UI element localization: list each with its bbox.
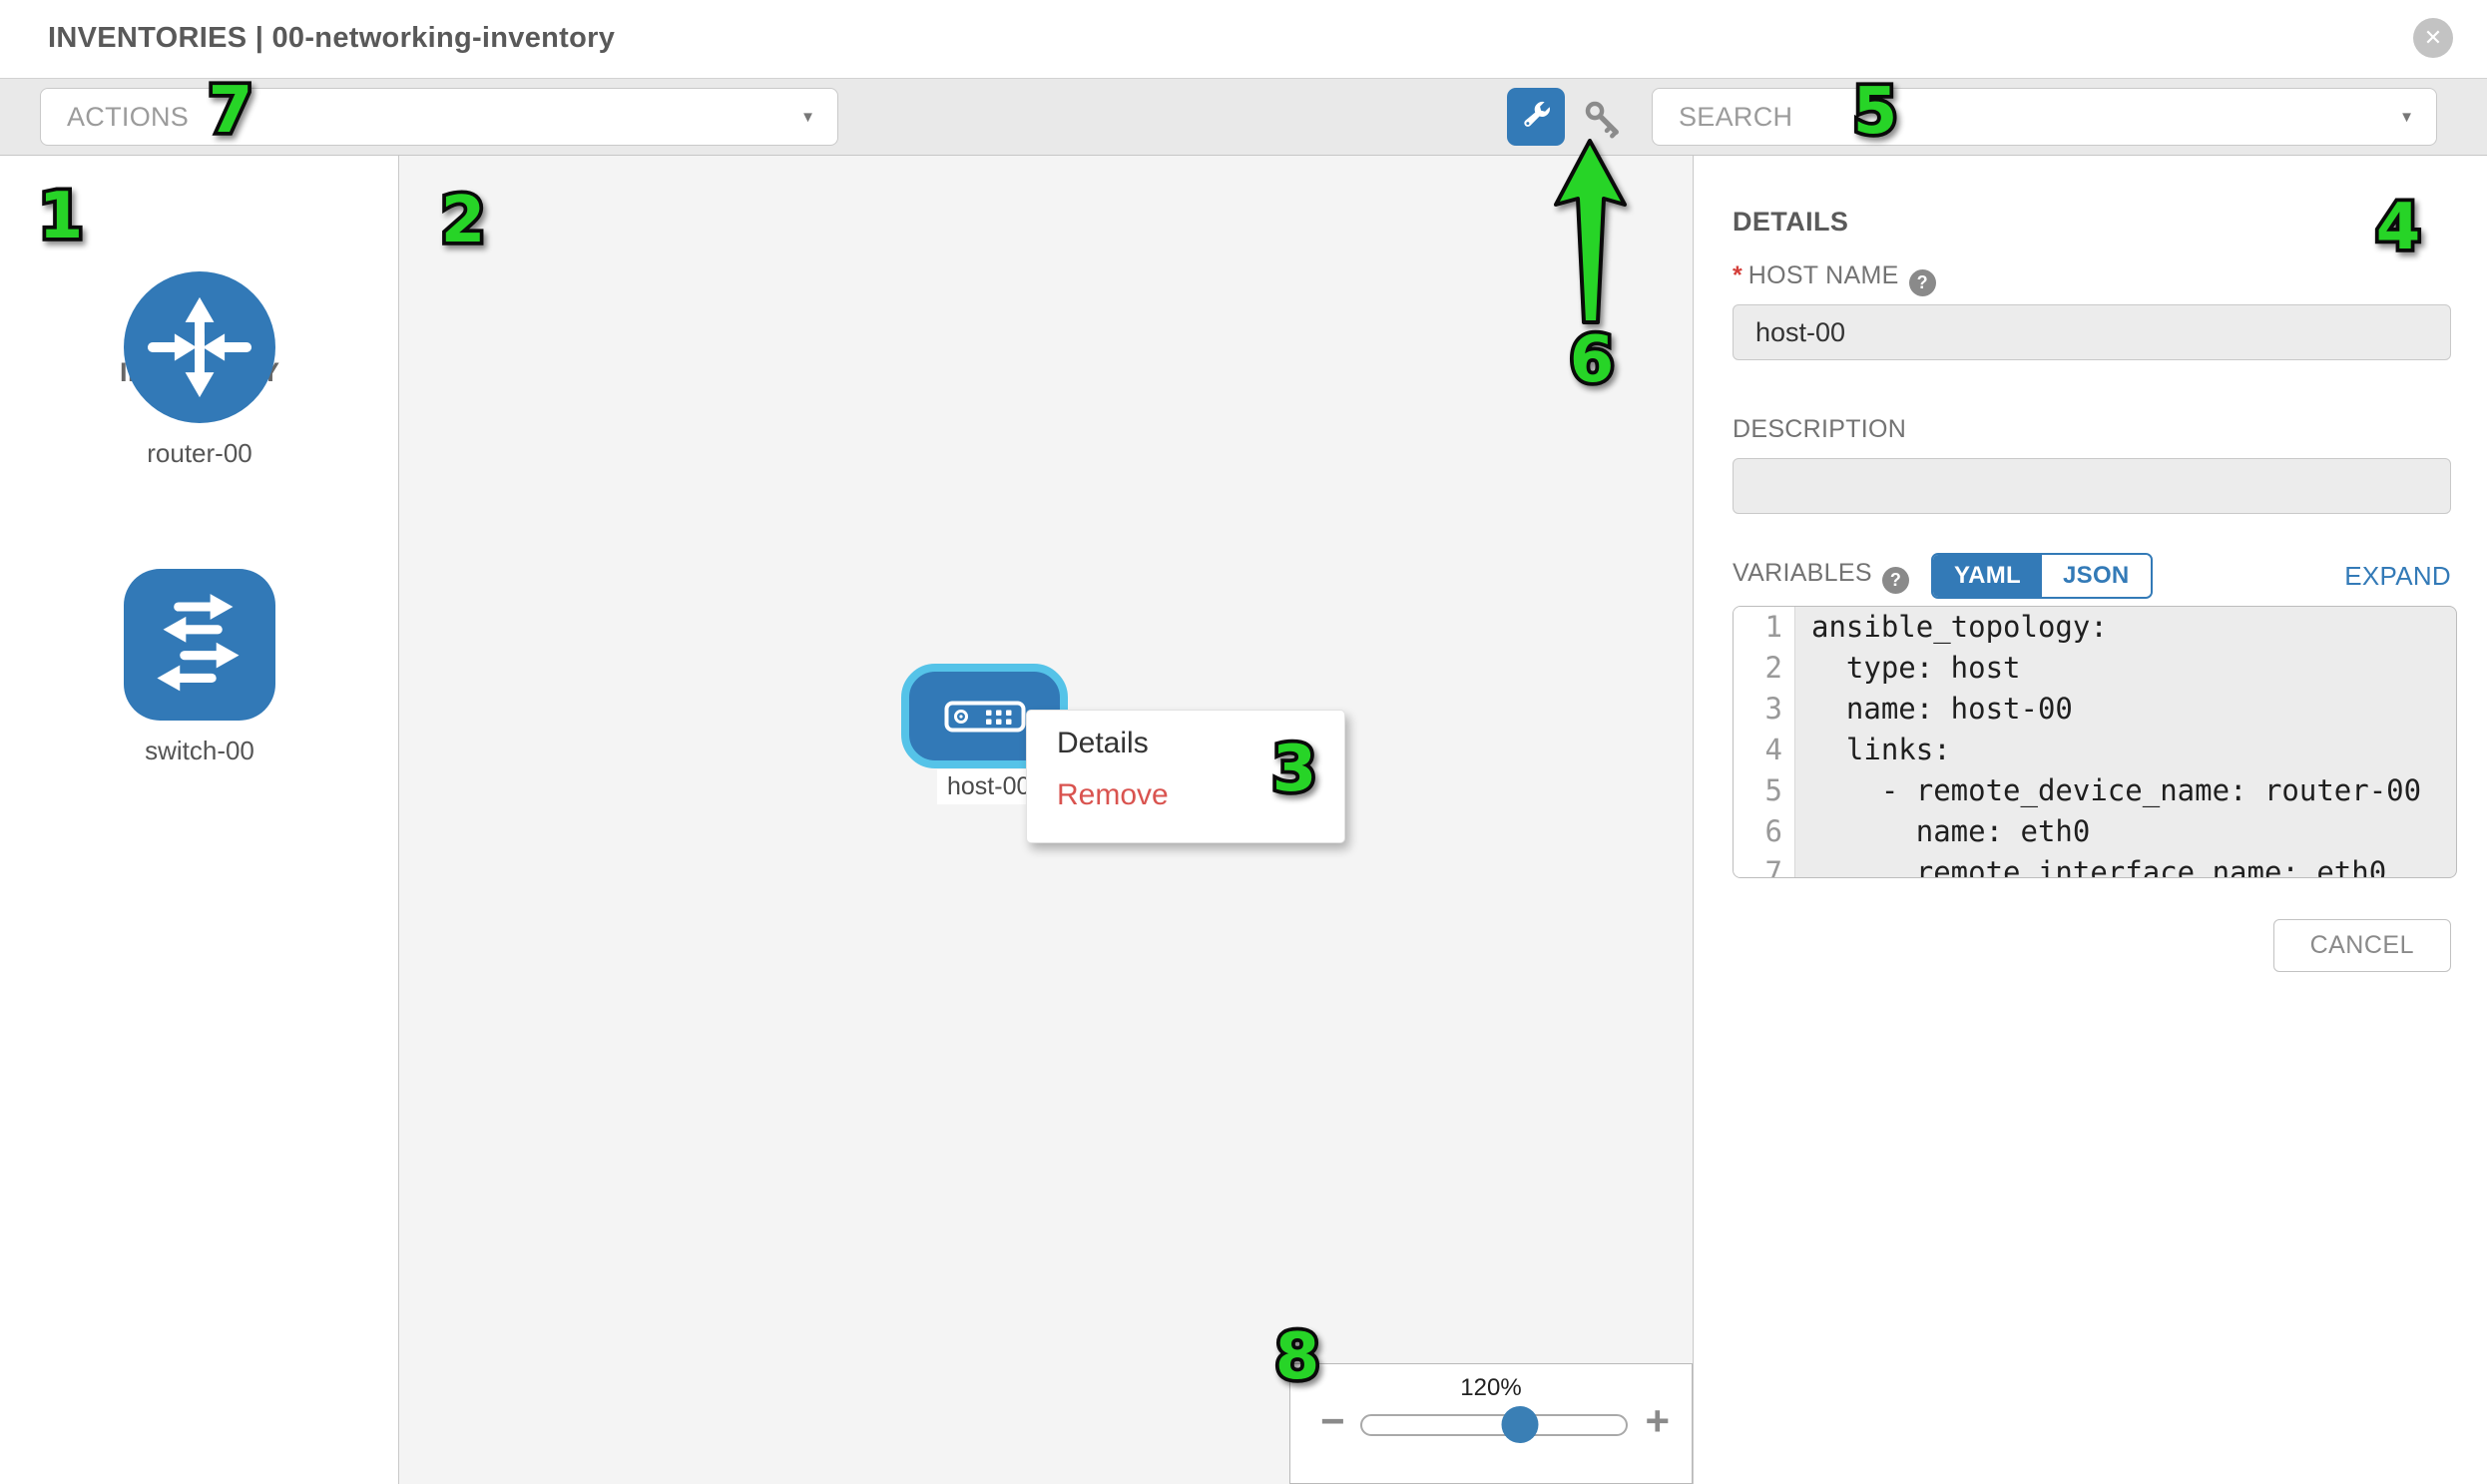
line-number: 2 <box>1734 648 1795 689</box>
router-icon <box>124 271 275 423</box>
code-text: name: host-00 <box>1811 692 2073 726</box>
line-number: 1 <box>1734 607 1795 648</box>
line-number: 4 <box>1734 730 1795 770</box>
zoom-level: 120% <box>1460 1374 1522 1401</box>
format-toggle: YAML JSON <box>1931 553 2153 599</box>
code-text: - remote_device_name: router-00 <box>1811 773 2422 807</box>
tab-yaml[interactable]: YAML <box>1933 555 2042 597</box>
inventory-sidebar: INVENTORY router-00 <box>0 156 399 1484</box>
help-icon[interactable]: ? <box>1881 567 1909 594</box>
context-menu: Details Remove <box>1026 710 1345 843</box>
code-line: 5 - remote_device_name: router-00 <box>1734 770 2456 811</box>
zoom-control: 120% − + <box>1289 1363 1693 1484</box>
sidebar-item-switch[interactable]: switch-00 <box>0 569 399 766</box>
sidebar-item-router[interactable]: router-00 <box>0 271 399 469</box>
code-line: 6 name: eth0 <box>1734 811 2456 852</box>
code-text: links: <box>1811 733 1951 766</box>
code-text: remote_interface_name: eth0 <box>1811 855 2387 878</box>
line-number: 7 <box>1734 852 1795 877</box>
host-name-label: HOST NAME <box>1747 261 1899 289</box>
wrench-icon <box>1524 101 1550 127</box>
zoom-out-button[interactable]: − <box>1320 1397 1345 1444</box>
code-line: 1 ansible_topology: <box>1734 607 2456 648</box>
page-header: INVENTORIES | 00-networking-inventory ✕ <box>0 0 2487 78</box>
chevron-down-icon: ▼ <box>800 108 815 126</box>
code-line: 4 links: <box>1734 730 2456 770</box>
code-text: name: eth0 <box>1811 814 2091 848</box>
switch-icon <box>124 569 275 721</box>
description-label-row: DESCRIPTION <box>1733 415 1906 444</box>
actions-dropdown[interactable]: ACTIONS ▼ <box>40 88 838 146</box>
page-title: INVENTORIES | 00-networking-inventory <box>48 22 616 54</box>
code-line: 7 remote_interface_name: eth0 <box>1734 852 2456 878</box>
node-label: host-00 <box>937 769 1041 804</box>
key-button[interactable] <box>1578 94 1628 144</box>
variables-row: VARIABLES? YAML JSON EXPAND <box>1733 553 2451 605</box>
expand-link[interactable]: EXPAND <box>2344 561 2451 591</box>
variables-editor[interactable]: 1 ansible_topology: 2 type: host 3 name: ho… <box>1733 606 2457 878</box>
search-dropdown[interactable]: SEARCH ▼ <box>1652 88 2437 146</box>
actions-placeholder: ACTIONS <box>67 101 190 132</box>
toolbar: ACTIONS ▼ SEARCH ▼ <box>0 78 2487 156</box>
line-number: 5 <box>1734 770 1795 811</box>
required-asterisk: * <box>1733 261 1742 289</box>
line-number: 3 <box>1734 689 1795 730</box>
configure-button[interactable] <box>1507 88 1565 146</box>
zoom-slider-handle[interactable] <box>1501 1406 1539 1443</box>
variables-label: VARIABLES <box>1733 559 1872 587</box>
details-panel: DETAILS *HOST NAME? DESCRIPTION VARIABLE… <box>1694 156 2487 1484</box>
code-line: 3 name: host-00 <box>1734 689 2456 730</box>
description-input[interactable] <box>1733 458 2451 514</box>
cancel-button[interactable]: CANCEL <box>2272 919 2451 972</box>
device-label: switch-00 <box>145 736 254 765</box>
code-lines: 1 ansible_topology: 2 type: host 3 name: ho… <box>1734 607 2456 878</box>
key-icon <box>1585 101 1619 139</box>
close-icon[interactable]: ✕ <box>2413 18 2453 58</box>
topology-canvas[interactable]: host-00 Details Remove 120% − + <box>399 156 1694 1484</box>
line-number: 6 <box>1734 811 1795 852</box>
search-placeholder: SEARCH <box>1679 101 1793 132</box>
menu-item-remove[interactable]: Remove <box>1057 778 1169 811</box>
zoom-in-button[interactable]: + <box>1645 1397 1670 1444</box>
cancel-row: CANCEL <box>1733 919 2451 972</box>
code-text: type: host <box>1811 651 2021 685</box>
host-icon <box>944 701 1025 732</box>
device-label: router-00 <box>147 438 252 468</box>
host-name-label-row: * HOST NAME? <box>1733 261 1936 296</box>
chevron-down-icon: ▼ <box>2399 108 2414 126</box>
tab-json[interactable]: JSON <box>2042 555 2151 597</box>
description-label: DESCRIPTION <box>1733 415 1907 443</box>
help-icon[interactable]: ? <box>1908 269 1936 296</box>
host-name-input[interactable] <box>1733 304 2451 360</box>
zoom-slider-track[interactable] <box>1360 1406 1628 1443</box>
details-title: DETAILS <box>1733 207 1849 237</box>
code-text: ansible_topology: <box>1811 610 2108 644</box>
menu-item-details[interactable]: Details <box>1057 727 1149 759</box>
code-line: 2 type: host <box>1734 648 2456 689</box>
